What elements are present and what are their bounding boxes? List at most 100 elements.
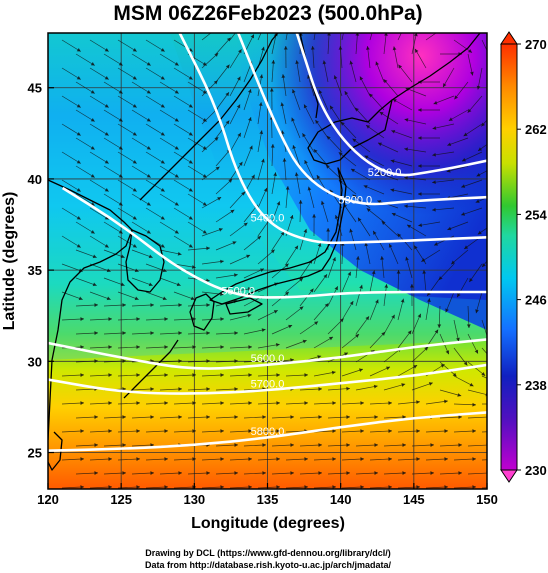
streamline: [173, 374, 196, 377]
streamline: [215, 388, 238, 391]
streamline: [411, 313, 422, 335]
streamline-arrowhead: [289, 215, 294, 219]
streamline-arrowhead: [331, 370, 336, 375]
streamline: [341, 430, 364, 433]
streamline-arrowhead: [132, 76, 137, 80]
streamline-arrowhead: [188, 104, 193, 108]
streamline-arrowhead: [427, 298, 431, 303]
streamline: [327, 416, 350, 419]
streamline-arrowhead: [160, 216, 165, 220]
streamline-arrowhead: [108, 317, 112, 321]
streamline-arrowhead: [276, 401, 280, 405]
x-tick-label: 150: [476, 492, 498, 507]
streamline-arrowhead: [174, 62, 179, 66]
streamline: [467, 53, 473, 76]
streamline: [369, 299, 379, 321]
streamline: [117, 179, 137, 192]
x-tick-label: 125: [110, 492, 132, 507]
streamline-arrowhead: [452, 372, 457, 377]
streamline-arrowhead: [377, 142, 382, 147]
streamline: [397, 364, 418, 377]
streamline-arrowhead: [94, 415, 98, 419]
streamline-arrowhead: [388, 401, 392, 405]
streamline-arrowhead: [333, 75, 338, 80]
streamline-arrowhead: [90, 90, 95, 94]
streamline: [313, 303, 329, 321]
streamline: [173, 235, 193, 248]
streamline: [291, 117, 301, 139]
streamline-arrowhead: [188, 160, 193, 164]
streamline: [61, 402, 84, 405]
streamline: [187, 247, 210, 251]
streamline-arrowhead: [206, 387, 210, 391]
streamline-arrowhead: [324, 303, 329, 308]
streamline-arrowhead: [469, 71, 474, 76]
streamline: [145, 123, 165, 136]
streamline-arrowhead: [94, 331, 98, 335]
streamline-arrowhead: [92, 254, 97, 259]
streamline-arrowhead: [373, 230, 377, 235]
streamline: [271, 231, 285, 251]
streamline-arrowhead: [445, 308, 449, 313]
streamline: [425, 486, 448, 489]
streamline: [341, 33, 344, 41]
streamline: [159, 249, 182, 255]
streamline-arrowhead: [438, 276, 443, 280]
streamline-arrowhead: [359, 76, 364, 81]
streamline: [201, 136, 219, 153]
streamline-arrowhead: [164, 317, 168, 321]
streamline-arrowhead: [472, 429, 476, 433]
streamline: [341, 271, 351, 293]
streamline: [439, 444, 462, 447]
colorbar-ticks: 230 238 246 254 262 270: [517, 37, 547, 478]
streamline-arrowhead: [136, 373, 140, 377]
streamline-arrowhead: [332, 457, 336, 461]
streamline: [103, 53, 123, 66]
y-tick-label: 30: [28, 354, 42, 369]
streamline: [381, 220, 399, 237]
streamline: [446, 165, 469, 172]
streamline-arrowhead: [366, 125, 371, 129]
streamline-arrowhead: [236, 76, 241, 81]
streamline: [271, 263, 289, 279]
streamline: [313, 402, 336, 405]
streamline: [369, 430, 392, 433]
streamline-arrowhead: [475, 309, 479, 314]
streamline-arrowhead: [360, 485, 364, 489]
streamline: [61, 458, 84, 461]
streamline-arrowhead: [288, 324, 293, 329]
streamline: [285, 374, 308, 377]
streamline: [159, 193, 179, 206]
streamline-arrowhead: [488, 56, 491, 60]
streamline-arrowhead: [472, 457, 476, 461]
streamline: [453, 486, 476, 489]
streamline: [439, 416, 462, 419]
streamline-arrowhead: [434, 329, 439, 334]
streamline-arrowhead: [444, 485, 448, 489]
streamline-arrowhead: [271, 60, 276, 64]
streamline: [312, 46, 315, 69]
streamline-arrowhead: [248, 485, 252, 489]
streamline: [145, 430, 168, 433]
streamline: [89, 458, 112, 461]
streamline-arrowhead: [318, 89, 323, 94]
streamline: [439, 472, 462, 475]
streamline: [61, 486, 84, 489]
streamline-arrowhead: [202, 202, 207, 206]
streamline: [481, 487, 487, 489]
streamline-arrowhead: [475, 199, 480, 203]
streamline: [383, 314, 395, 335]
streamline: [383, 472, 406, 475]
streamline: [229, 314, 252, 321]
streamline-arrowhead: [433, 100, 438, 105]
streamline: [257, 402, 280, 405]
streamline: [343, 203, 357, 223]
streamline-arrowhead: [148, 254, 153, 259]
streamline-arrowhead: [388, 485, 392, 489]
streamline: [271, 144, 274, 167]
streamline-arrowhead: [76, 188, 81, 192]
streamline-arrowhead: [90, 62, 95, 66]
streamline-arrowhead: [326, 135, 331, 140]
streamline: [89, 95, 109, 108]
